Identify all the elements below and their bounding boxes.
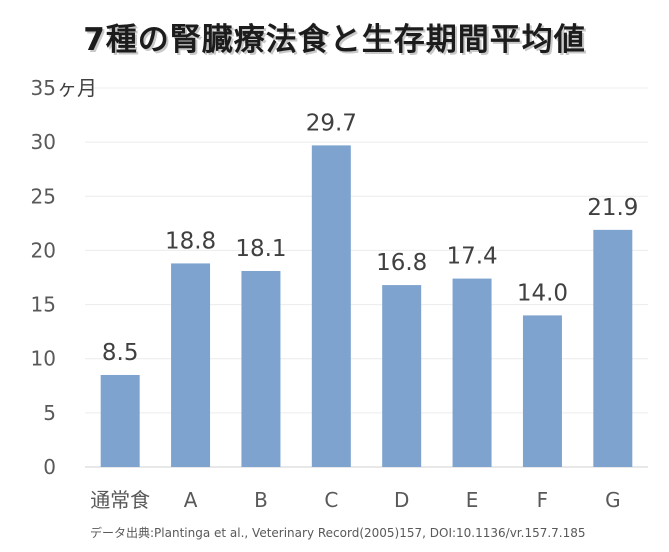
bar: [311, 145, 351, 468]
y-tick-label: 30: [31, 130, 56, 154]
data-label: 21.9: [587, 195, 638, 221]
y-axis-unit: ヶ月: [57, 76, 97, 100]
bars: [100, 145, 633, 468]
y-tick-label: 0: [43, 455, 56, 479]
data-label: 17.4: [446, 244, 497, 270]
x-tick-label: G: [605, 488, 621, 512]
x-tick-label: A: [184, 488, 198, 512]
y-tick-label: 25: [31, 184, 56, 208]
y-tick-label: 15: [31, 293, 56, 317]
data-labels: 8.5 18.8 18.1 29.7 16.8 17.4 14.0 21.9: [102, 110, 639, 366]
data-label: 14.0: [517, 280, 568, 306]
y-axis-ticks: 0 5 10 15 20 25 30 35 ヶ月: [31, 76, 97, 479]
data-label: 8.5: [102, 340, 139, 366]
bar: [171, 263, 211, 467]
x-tick-label: D: [394, 488, 409, 512]
x-tick-label: E: [466, 488, 479, 512]
y-tick-label: 35: [31, 76, 56, 100]
chart-title: 7種の腎臓療法食と生存期間平均値: [83, 22, 586, 58]
data-label: 18.1: [235, 236, 286, 262]
y-tick-label: 10: [31, 347, 56, 371]
bar: [241, 271, 281, 467]
x-tick-label: B: [254, 488, 268, 512]
data-label: 16.8: [376, 250, 427, 276]
x-tick-label: F: [537, 488, 549, 512]
data-label: 29.7: [306, 110, 357, 136]
bar: [593, 229, 633, 467]
bar: [452, 278, 492, 467]
source-note: データ出典:Plantinga et al., Veterinary Recor…: [90, 526, 586, 540]
y-tick-label: 20: [31, 238, 56, 262]
x-tick-label: 通常食: [90, 488, 150, 512]
gridlines: [85, 87, 648, 468]
data-label: 18.8: [165, 228, 216, 254]
bar: [100, 374, 140, 467]
bar: [382, 285, 422, 467]
x-tick-label: C: [324, 488, 338, 512]
x-axis-ticks: 通常食 A B C D E F G: [90, 488, 620, 512]
y-tick-label: 5: [43, 401, 56, 425]
bar: [522, 315, 562, 467]
